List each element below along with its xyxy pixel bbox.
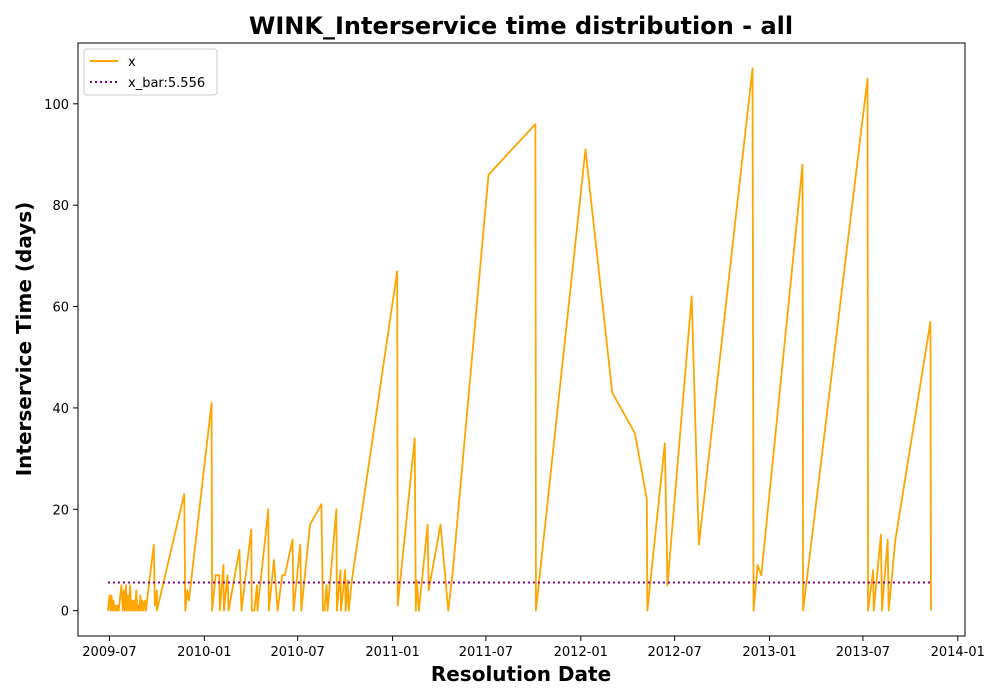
chart-title: WINK_Interservice time distribution - al… bbox=[249, 12, 793, 40]
x-tick-label: 2009-07 bbox=[82, 645, 136, 660]
x-tick-label: 2010-01 bbox=[177, 645, 231, 660]
y-tick-label: 20 bbox=[52, 503, 69, 518]
legend-label-x: x bbox=[128, 55, 136, 70]
y-axis: 0 20 40 60 80 100 bbox=[44, 98, 78, 620]
x-tick-label: 2012-01 bbox=[554, 645, 608, 660]
x-tick-label: 2011-01 bbox=[365, 645, 419, 660]
series-line-x bbox=[107, 67, 932, 612]
y-tick-label: 100 bbox=[44, 98, 69, 113]
plot-area bbox=[77, 42, 966, 637]
legend-label-x-bar: x_bar:5.556 bbox=[128, 76, 205, 91]
x-tick-label: 2012-07 bbox=[647, 645, 701, 660]
y-tick-label: 40 bbox=[52, 402, 69, 417]
y-tick-label: 60 bbox=[52, 301, 69, 316]
legend: x x_bar:5.556 bbox=[83, 48, 218, 96]
y-axis-label: Interservice Time (days) bbox=[12, 202, 36, 477]
x-tick-label: 2013-07 bbox=[836, 645, 890, 660]
x-tick-label: 2011-07 bbox=[459, 645, 513, 660]
series-layer bbox=[107, 67, 932, 612]
x-tick-label: 2013-01 bbox=[742, 645, 796, 660]
x-tick-label: 2010-07 bbox=[271, 645, 325, 660]
x-tick-label: 2014-01 bbox=[931, 645, 985, 660]
x-axis-label: Resolution Date bbox=[431, 662, 611, 686]
y-tick-label: 0 bbox=[61, 605, 69, 620]
x-axis: 2009-07 2010-01 2010-07 2011-01 2011-07 2012-… bbox=[82, 636, 985, 660]
y-tick-label: 80 bbox=[52, 199, 69, 214]
